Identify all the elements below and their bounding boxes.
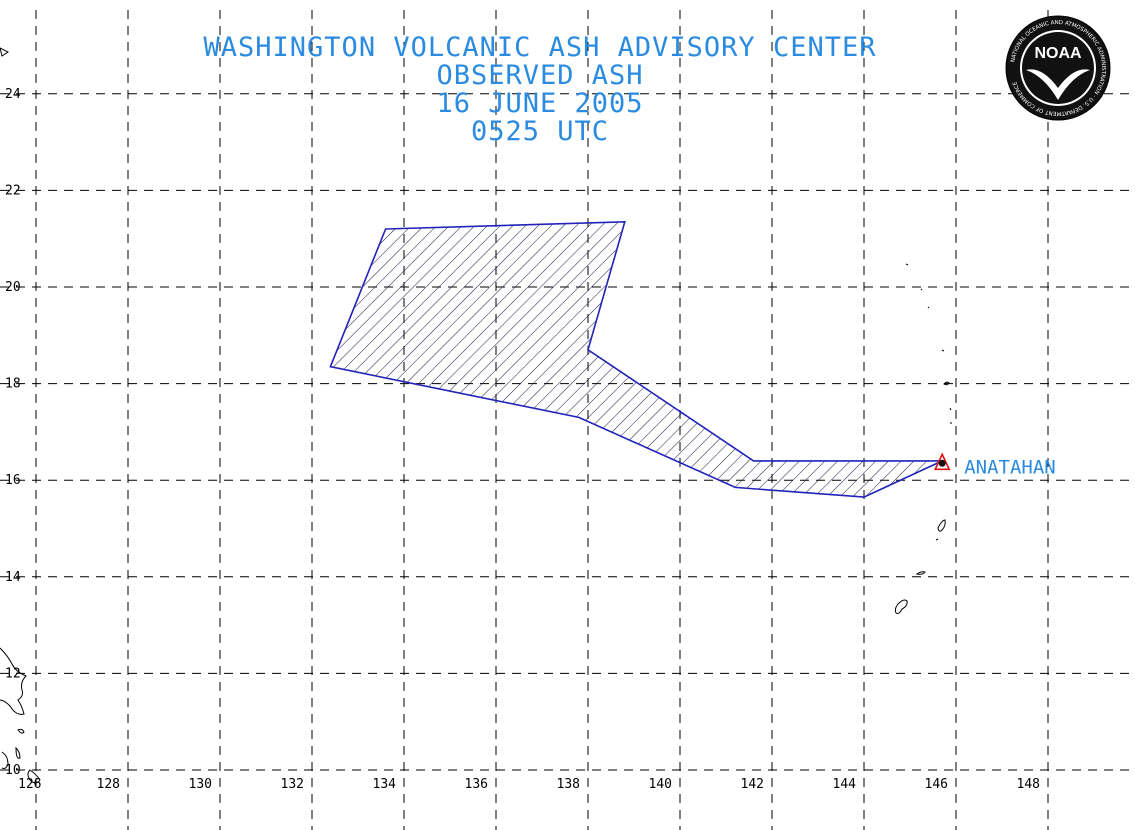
- lon-tick-label: 138: [557, 777, 580, 792]
- volcano-triangle-icon: [933, 452, 951, 471]
- lon-tick-label: 134: [373, 777, 397, 792]
- lat-tick-label: 14: [5, 570, 21, 585]
- lat-tick-label: 10: [5, 763, 21, 778]
- lon-tick-label: 128: [97, 777, 120, 792]
- coastline-islands: [0, 47, 952, 784]
- lon-tick-label: 144: [833, 777, 857, 792]
- lon-tick-label: 140: [649, 777, 672, 792]
- lon-tick-label: 146: [925, 777, 948, 792]
- axis-tick-labels: 128 130 132 134 136 138 140 142 144 146 148 126 12 14…: [5, 87, 1040, 792]
- lon-tick-label: 126: [18, 777, 41, 792]
- lon-tick-label: 130: [189, 777, 212, 792]
- observed-ash-area: [329, 220, 943, 498]
- lat-tick-label: 18: [5, 377, 21, 392]
- volcano-name-label: ANATAHAN: [964, 456, 1056, 478]
- lon-tick-label: 132: [281, 777, 304, 792]
- title-center-name: WASHINGTON VOLCANIC ASH ADVISORY CENTER: [203, 32, 877, 63]
- lat-tick-label: 22: [5, 183, 21, 198]
- lon-tick-label: 142: [741, 777, 764, 792]
- title-time: 0525 UTC: [470, 116, 610, 147]
- volcano-dot: [938, 459, 946, 467]
- lat-tick-label: 24: [5, 87, 21, 102]
- title-product: OBSERVED ASH: [436, 60, 644, 91]
- lon-tick-label: 136: [465, 777, 488, 792]
- lat-tick-label: 20: [5, 280, 21, 295]
- noaa-logo-text: NOAA: [1034, 45, 1082, 62]
- lon-tick-label: 148: [1017, 777, 1040, 792]
- title-date: 16 JUNE 2005: [436, 88, 644, 119]
- lat-tick-label: 12: [5, 666, 21, 681]
- noaa-logo-icon: NOAA NATIONAL OCEANIC AND ATMOSPHERIC AD…: [1005, 15, 1111, 121]
- volcano-marker: ANATAHAN: [933, 452, 1056, 478]
- graticule: [0, 10, 1135, 830]
- lat-tick-label: 16: [5, 473, 21, 488]
